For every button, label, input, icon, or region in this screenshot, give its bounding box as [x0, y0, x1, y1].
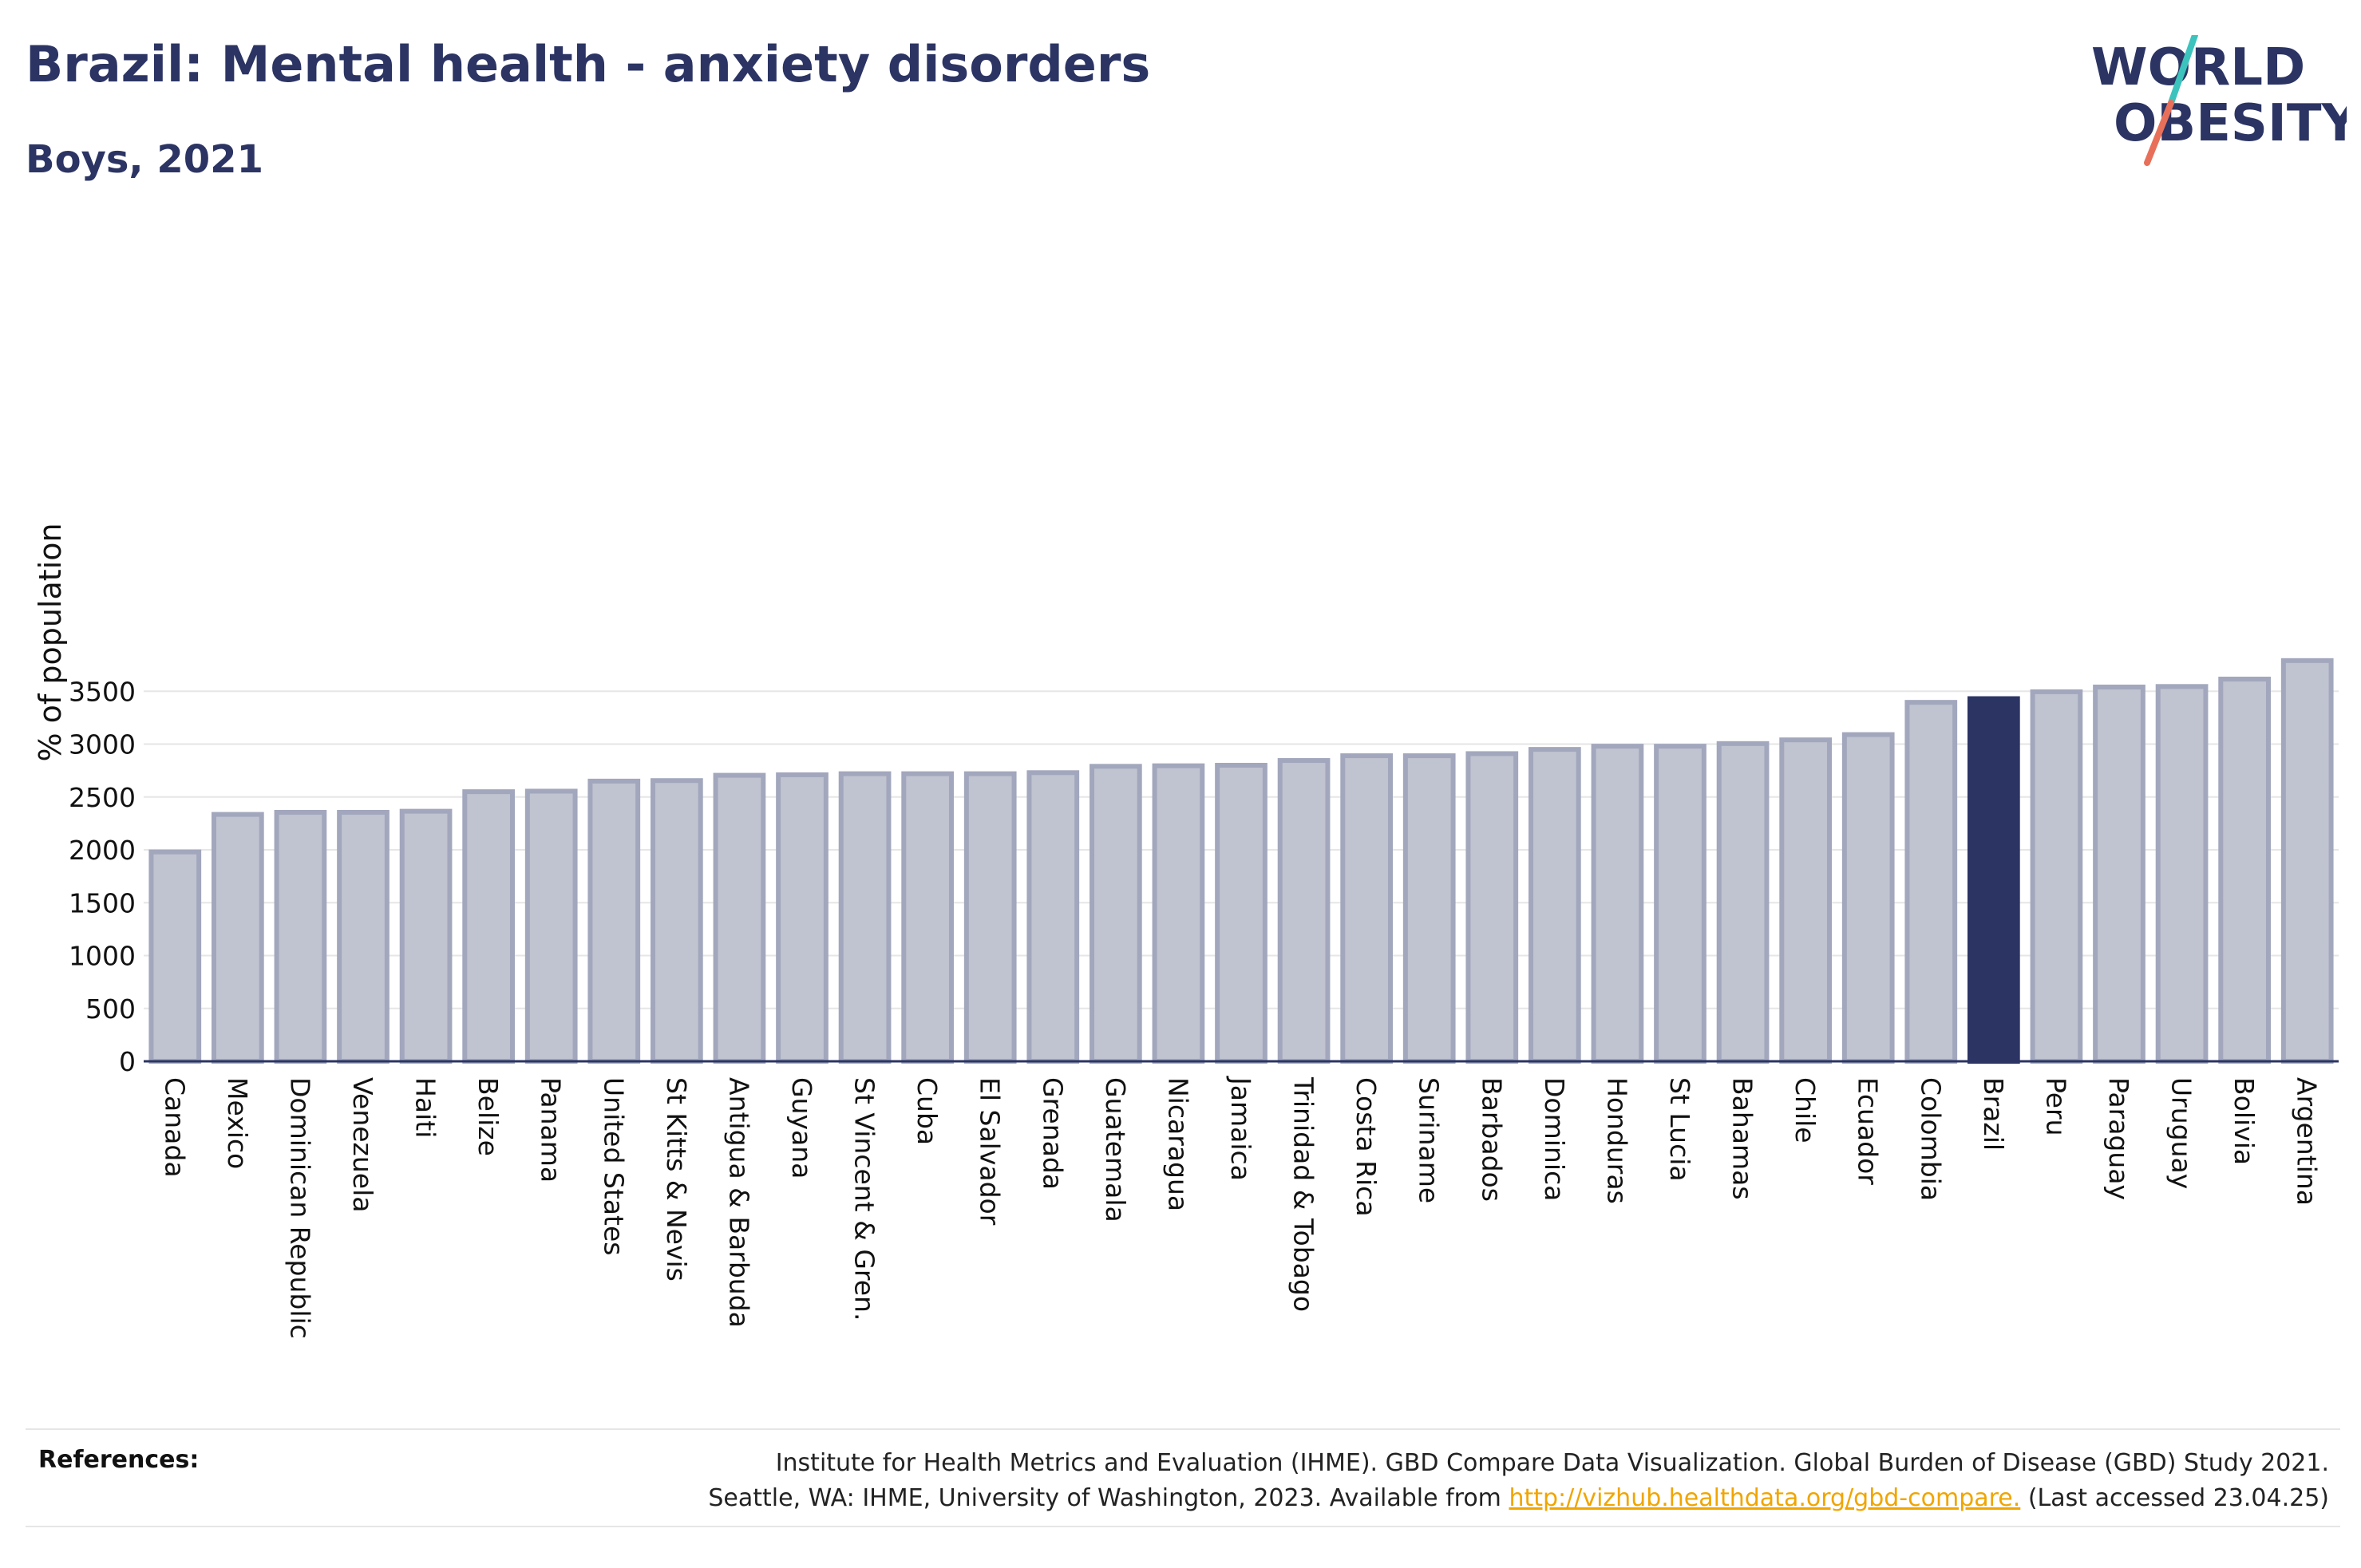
references-line-2-prefix: Seattle, WA: IHME, University of Washing… [708, 1484, 1509, 1512]
x-tick-label: Bolivia [2229, 1077, 2260, 1165]
bar-ecuador [1841, 732, 1895, 1064]
bar-barbados [1465, 751, 1519, 1064]
bar-canada [148, 849, 202, 1064]
x-tick-label: Colombia [1915, 1077, 1946, 1201]
y-tick-label: 3000 [69, 729, 136, 760]
logo-word-world: WORLD [2091, 38, 2305, 97]
logo-slash-bottom [2144, 100, 2174, 166]
bar-venezuela [337, 809, 390, 1064]
x-tick-label: Canada [159, 1077, 190, 1178]
bar-peru [2030, 689, 2083, 1064]
y-tick-label: 500 [85, 993, 136, 1025]
x-tick-label: Venezuela [347, 1077, 378, 1212]
x-axis-labels: Canada Mexico Dominican Republic Venezuela H… [159, 1076, 2322, 1339]
bar-st-kitts-nevis [651, 778, 703, 1064]
bar-chile [1779, 737, 1832, 1064]
bar-antigua-barbuda [713, 772, 766, 1064]
x-tick-label: Uruguay [2166, 1077, 2197, 1189]
x-tick-label: Trinidad & Tobago [1288, 1076, 1319, 1312]
x-tick-label: Paraguay [2103, 1077, 2134, 1200]
x-tick-label: Honduras [1601, 1077, 1632, 1204]
x-tick-label: Cuba [912, 1077, 943, 1145]
x-tick-label: Guatemala [1100, 1077, 1131, 1222]
references-text: Institute for Health Metrics and Evaluat… [708, 1446, 2329, 1516]
bar-colombia [1904, 700, 1958, 1064]
world-obesity-logo: WORLD OBESITY [2091, 35, 2347, 166]
references-link[interactable]: http://vizhub.healthdata.org/gbd-compare… [1509, 1484, 2021, 1512]
references-line-2: Seattle, WA: IHME, University of Washing… [708, 1481, 2329, 1516]
y-tick-label: 2000 [69, 835, 136, 866]
bar-belize [462, 789, 515, 1064]
bar-costa-rica [1340, 753, 1394, 1064]
x-tick-label: United States [598, 1077, 629, 1255]
x-tick-label: St Vincent & Gren. [849, 1077, 880, 1321]
x-tick-label: Peru [2040, 1077, 2071, 1136]
y-tick-label: 2500 [69, 782, 136, 813]
y-tick-label: 0 [119, 1046, 136, 1077]
references-line-2-suffix: (Last accessed 23.04.25) [2020, 1484, 2329, 1512]
y-tick-label: 1500 [69, 887, 136, 918]
x-tick-label: St Kitts & Nevis [661, 1077, 692, 1282]
bar-panama [524, 788, 578, 1064]
page-title: Brazil: Mental health - anxiety disorder… [26, 35, 1151, 93]
bar-guatemala [1090, 764, 1142, 1064]
bar-honduras [1591, 744, 1644, 1064]
references-line-1: Institute for Health Metrics and Evaluat… [775, 1449, 2329, 1477]
x-tick-label: Brazil [1978, 1077, 2009, 1151]
x-tick-label: Bahamas [1727, 1077, 1758, 1200]
x-tick-label: Suriname [1414, 1077, 1445, 1203]
bar-st-vincent-gren- [838, 771, 892, 1064]
x-tick-label: Guyana [786, 1077, 817, 1179]
bar-dominica [1529, 747, 1581, 1064]
bar-el-salvador [963, 771, 1017, 1064]
x-tick-label: Costa Rica [1351, 1077, 1382, 1217]
x-tick-label: Barbados [1476, 1077, 1507, 1202]
page-subtitle: Boys, 2021 [26, 137, 263, 182]
bar-bolivia [2218, 677, 2271, 1064]
x-tick-label: Ecuador [1853, 1077, 1884, 1185]
bar-uruguay [2155, 684, 2209, 1064]
bar-chart: 0 500 1000 1500 2000 2500 3000 3500 Canada Mexic… [33, 523, 2339, 1339]
x-tick-label: Antigua & Barbuda [723, 1077, 754, 1328]
y-axis-label: % of population [33, 523, 68, 761]
bar-united-states [587, 778, 641, 1064]
bar-bahamas [1716, 741, 1770, 1064]
bar-trinidad-tobago [1277, 758, 1331, 1064]
bar-brazil [1968, 696, 2020, 1064]
bar-paraguay [2093, 684, 2145, 1064]
bar-jamaica [1215, 763, 1268, 1064]
bar-guyana [776, 772, 829, 1064]
references-divider-top [26, 1428, 2340, 1430]
x-tick-label: El Salvador [975, 1077, 1006, 1226]
x-tick-label: Chile [1790, 1077, 1821, 1143]
y-axis-ticks: 0 500 1000 1500 2000 2500 3000 3500 [69, 676, 136, 1077]
x-tick-label: Grenada [1037, 1077, 1068, 1190]
x-tick-label: Argentina [2292, 1077, 2323, 1206]
bar-st-lucia [1654, 744, 1706, 1064]
x-tick-label: Panama [536, 1077, 567, 1183]
bar-mexico [212, 812, 264, 1064]
references-label: References: [38, 1446, 200, 1474]
x-tick-label: Belize [473, 1077, 504, 1156]
x-tick-label: Dominican Republic [284, 1077, 315, 1339]
bar-argentina [2280, 658, 2334, 1064]
y-tick-label: 3500 [69, 676, 136, 707]
x-tick-label: Mexico [222, 1077, 253, 1169]
bar-cuba [901, 771, 955, 1064]
bar-suriname [1402, 753, 1456, 1064]
bar-grenada [1026, 770, 1080, 1064]
logo-slash-top [2168, 35, 2198, 106]
bars [148, 658, 2334, 1064]
x-tick-label: St Lucia [1664, 1077, 1695, 1182]
y-tick-label: 1000 [69, 941, 136, 972]
bar-nicaragua [1152, 763, 1205, 1064]
bar-haiti [399, 808, 453, 1064]
x-tick-label: Haiti [410, 1077, 441, 1138]
x-tick-label: Dominica [1539, 1077, 1570, 1201]
bar-dominican-republic [274, 809, 327, 1064]
x-tick-label: Jamaica [1225, 1076, 1256, 1181]
references-divider-bottom [26, 1526, 2340, 1527]
x-tick-label: Nicaragua [1162, 1077, 1193, 1211]
